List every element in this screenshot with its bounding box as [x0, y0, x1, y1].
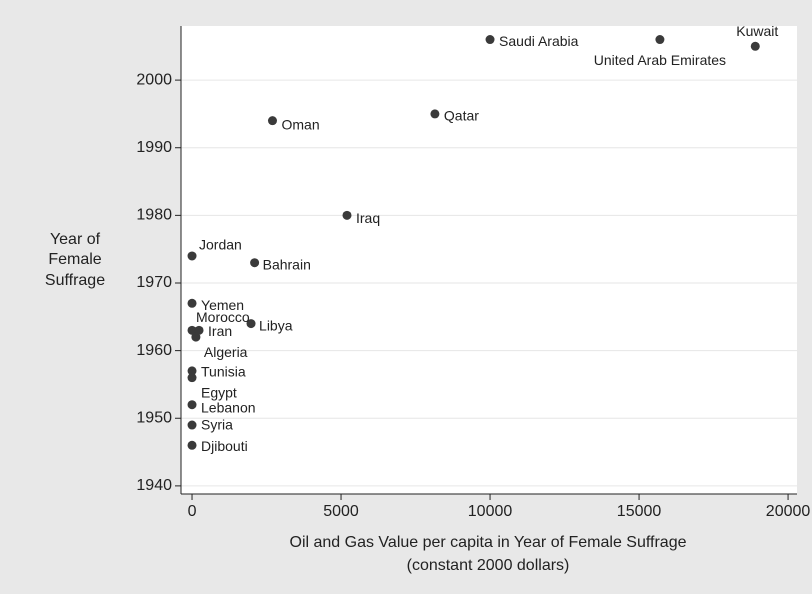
x-axis-title: Oil and Gas Value per capita in Year of …	[290, 534, 687, 551]
y-tick-label: 1950	[136, 409, 172, 426]
point	[430, 109, 440, 119]
y-tick-label: 1960	[136, 342, 172, 359]
x-tick-label: 5000	[323, 503, 359, 520]
point-label: Kuwait	[736, 23, 778, 39]
y-tick-label: 1980	[136, 207, 172, 224]
point	[187, 373, 197, 383]
point	[250, 258, 260, 268]
point	[655, 35, 665, 45]
point	[187, 251, 197, 261]
point	[750, 41, 760, 51]
point-label: Tunisia	[201, 364, 246, 380]
y-tick-label: 1970	[136, 274, 172, 291]
x-tick-label: 10000	[468, 503, 513, 520]
point	[187, 440, 197, 450]
point-label: Morocco	[196, 309, 250, 325]
point-label: Oman	[281, 116, 319, 132]
point	[246, 319, 256, 329]
point	[191, 332, 201, 342]
point-label: Jordan	[199, 237, 242, 253]
point-label: Libya	[259, 317, 293, 333]
y-axis-title: Year of	[50, 231, 101, 248]
point	[187, 400, 197, 410]
y-tick-label: 1940	[136, 477, 172, 494]
point	[187, 420, 197, 430]
point-label: Lebanon	[201, 399, 256, 415]
y-axis-title: Suffrage	[45, 272, 105, 289]
y-tick-label: 2000	[136, 71, 172, 88]
point	[267, 116, 277, 126]
x-axis-title: (constant 2000 dollars)	[407, 557, 570, 574]
point-label: Saudi Arabia	[499, 33, 579, 49]
point	[342, 210, 352, 220]
point	[187, 298, 197, 308]
x-tick-label: 15000	[617, 503, 662, 520]
point-label: United Arab Emirates	[594, 52, 726, 68]
x-tick-label: 20000	[766, 503, 811, 520]
point-label: Djibouti	[201, 438, 248, 454]
point	[187, 325, 197, 335]
plot-area	[181, 26, 797, 494]
point-label: Yemen	[201, 297, 244, 313]
point	[194, 325, 204, 335]
y-axis-title: Female	[48, 251, 101, 268]
point-label: Algeria	[204, 344, 248, 360]
point-label: Syria	[201, 417, 233, 433]
point-label: Bahrain	[263, 256, 311, 272]
point-label: Iran	[208, 323, 232, 339]
point-label: Iraq	[356, 210, 380, 226]
point-label: Qatar	[444, 108, 479, 124]
point	[485, 35, 495, 45]
point	[187, 366, 197, 376]
point-label: Egypt	[201, 384, 237, 400]
y-tick-label: 1990	[136, 139, 172, 156]
x-tick-label: 0	[188, 503, 197, 520]
